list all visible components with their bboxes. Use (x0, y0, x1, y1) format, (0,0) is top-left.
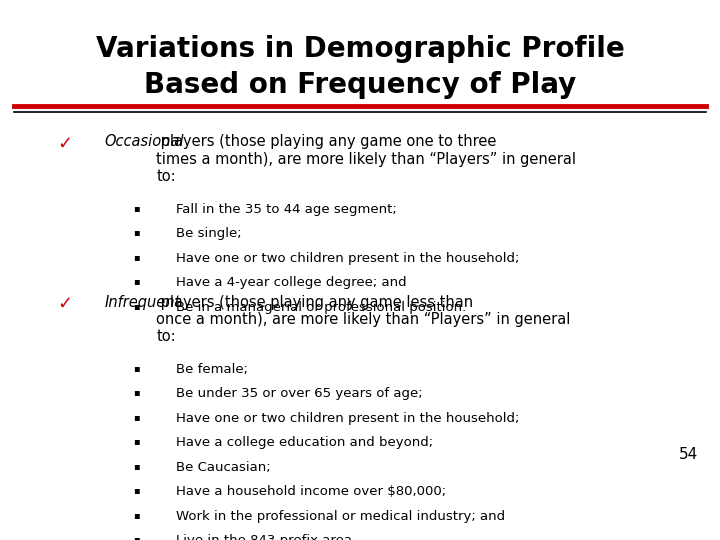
Text: ✓: ✓ (58, 294, 73, 313)
Text: ▪: ▪ (133, 301, 140, 310)
Text: Work in the professional or medical industry; and: Work in the professional or medical indu… (176, 510, 505, 523)
Text: ▪: ▪ (133, 252, 140, 262)
Text: Be single;: Be single; (176, 227, 242, 240)
Text: ▪: ▪ (133, 276, 140, 286)
Text: players (those playing any game one to three
times a month), are more likely tha: players (those playing any game one to t… (156, 134, 576, 184)
Text: Variations in Demographic Profile: Variations in Demographic Profile (96, 36, 624, 64)
Text: Have one or two children present in the household;: Have one or two children present in the … (176, 252, 520, 265)
Text: ✓: ✓ (58, 134, 73, 152)
Text: ▪: ▪ (133, 436, 140, 447)
Text: Have a college education and beyond;: Have a college education and beyond; (176, 436, 433, 449)
Text: Have one or two children present in the household;: Have one or two children present in the … (176, 412, 520, 425)
Text: ▪: ▪ (133, 485, 140, 495)
Text: Live in the 843 prefix area.: Live in the 843 prefix area. (176, 535, 356, 540)
Text: ▪: ▪ (133, 412, 140, 422)
Text: Have a household income over $80,000;: Have a household income over $80,000; (176, 485, 446, 498)
Text: Infrequent: Infrequent (104, 294, 181, 309)
Text: ▪: ▪ (133, 227, 140, 237)
Text: ▪: ▪ (133, 510, 140, 520)
Text: ▪: ▪ (133, 387, 140, 397)
Text: ▪: ▪ (133, 461, 140, 471)
Text: Be Caucasian;: Be Caucasian; (176, 461, 271, 474)
Text: Be under 35 or over 65 years of age;: Be under 35 or over 65 years of age; (176, 387, 423, 400)
Text: Be female;: Be female; (176, 363, 248, 376)
Text: ▪: ▪ (133, 535, 140, 540)
Text: ▪: ▪ (133, 363, 140, 373)
Text: Based on Frequency of Play: Based on Frequency of Play (144, 71, 576, 99)
Text: Fall in the 35 to 44 age segment;: Fall in the 35 to 44 age segment; (176, 202, 397, 215)
Text: Be in a managerial or professional position.: Be in a managerial or professional posit… (176, 301, 467, 314)
Text: Occasional: Occasional (104, 134, 184, 150)
Text: players (those playing any game less than
once a month), are more likely than “P: players (those playing any game less tha… (156, 294, 571, 345)
Text: ▪: ▪ (133, 202, 140, 213)
Text: 54: 54 (679, 447, 698, 462)
Text: Have a 4-year college degree; and: Have a 4-year college degree; and (176, 276, 407, 289)
